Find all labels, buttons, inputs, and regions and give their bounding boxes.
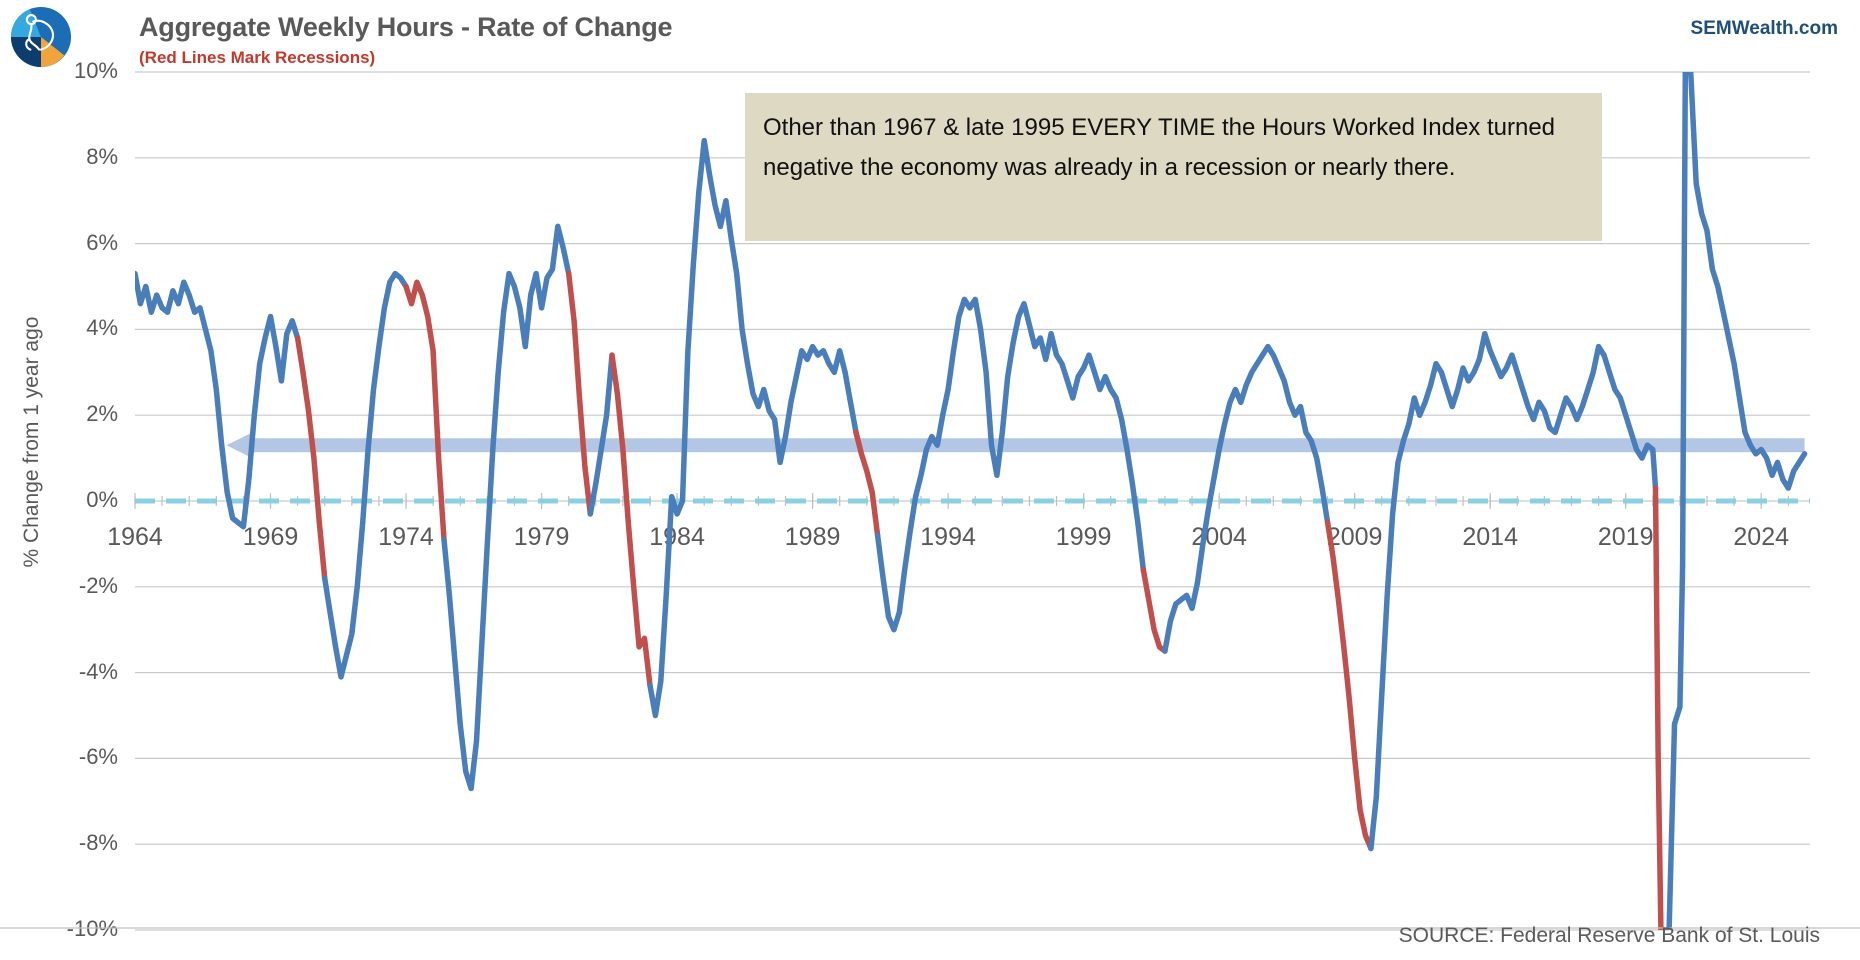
y-tick-label: 0% — [86, 487, 118, 512]
annotation-callout: Other than 1967 & late 1995 EVERY TIME t… — [745, 93, 1602, 241]
y-tick-label: 6% — [86, 229, 118, 255]
annotation-text: Other than 1967 & late 1995 EVERY TIME t… — [763, 114, 1556, 181]
x-tick-label: 1994 — [920, 523, 976, 551]
semwealth-pie-logo-icon — [10, 6, 72, 68]
x-tick-label: 1999 — [1055, 523, 1112, 551]
chart-header: Aggregate Weekly Hours - Rate of Change … — [0, 0, 1860, 72]
x-tick-label: 1979 — [513, 523, 570, 551]
x-tick-label: 1989 — [784, 523, 841, 551]
y-axis-ticks: 10% 8% 6% 4% 2% 0% -2% -4% -6% -8% -10% — [0, 0, 118, 960]
page-title: Aggregate Weekly Hours - Rate of Change — [139, 12, 673, 42]
x-axis-ticks: 1964 1969 1974 1979 1984 1989 1994 1999 2004 2009… — [0, 523, 1860, 563]
y-tick-label: 10% — [73, 58, 118, 83]
data-series-line — [135, 72, 1808, 930]
x-tick-label: 1974 — [378, 523, 434, 551]
trend-arrow — [226, 432, 1805, 459]
x-tick-label: 2024 — [1733, 523, 1790, 551]
source-label: SOURCE: Federal Reserve Bank of St. Loui… — [1398, 924, 1820, 947]
y-tick-label: 8% — [86, 143, 118, 169]
x-tick-label: 2019 — [1597, 523, 1654, 551]
y-tick-label: -4% — [78, 658, 118, 684]
y-tick-label: 4% — [86, 315, 118, 341]
y-tick-label: 2% — [86, 401, 118, 427]
x-tick-label: 1984 — [649, 523, 705, 551]
page-subtitle: (Red Lines Mark Recessions) — [139, 48, 376, 67]
x-tick-label: 1964 — [107, 523, 163, 551]
x-tick-label: 1969 — [242, 523, 299, 551]
x-tick-label: 2014 — [1462, 523, 1518, 551]
x-tick-label: 2009 — [1326, 523, 1383, 551]
y-tick-label: -6% — [78, 744, 118, 770]
brand-label[interactable]: SEMWealth.com — [1690, 18, 1838, 39]
y-tick-label: -8% — [78, 830, 118, 856]
y-tick-label: -2% — [78, 572, 118, 598]
